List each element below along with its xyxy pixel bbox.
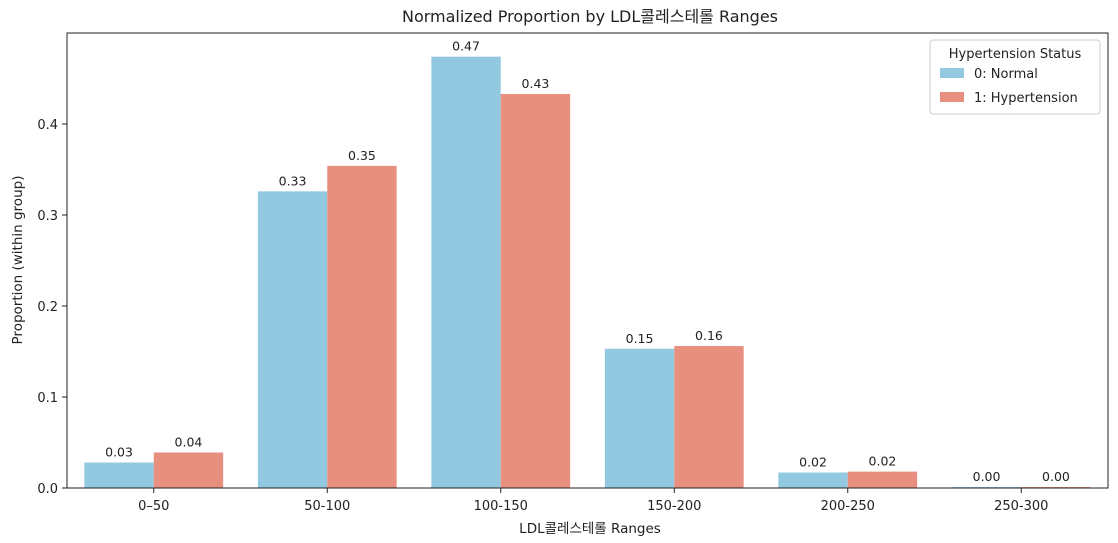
y-tick-label: 0.3 (37, 209, 58, 224)
bar-hypertension (153, 452, 224, 488)
legend-entry-hypertension: 1: Hypertension (974, 91, 1078, 106)
x-tick-label: 250-300 (994, 499, 1048, 514)
legend-swatch-normal (940, 68, 964, 78)
bar-normal (431, 56, 501, 488)
plot-frame (66, 32, 1109, 489)
bar-value-label: 0.00 (973, 469, 1001, 484)
bar-hypertension (847, 471, 918, 488)
chart-title: Normalized Proportion by LDL콜레스테롤 Ranges (402, 7, 778, 26)
axes-layer: 0–50 50-100 100-150 150-200 200-250 250-300 0.… (37, 32, 1109, 514)
y-tick-label: 0.2 (37, 300, 58, 315)
bar-value-label: 0.15 (626, 331, 654, 346)
bar-value-label: 0.03 (105, 445, 133, 460)
x-tick-label: 100-150 (474, 499, 528, 514)
legend-swatch-hypertension (940, 92, 964, 102)
bar-value-label: 0.33 (279, 173, 307, 188)
x-axis-label: LDL콜레스테롤 Ranges (519, 521, 661, 537)
bars-layer: 0.03 0.04 0.33 0.35 0.47 0.43 0.15 0.16 0.02 0.02… (84, 39, 1091, 489)
legend-title: Hypertension Status (949, 47, 1082, 62)
x-tick-label: 150-200 (647, 499, 701, 514)
y-tick-label: 0.4 (37, 118, 58, 133)
bar-value-label: 0.02 (799, 455, 827, 470)
y-tick-label: 0.1 (37, 391, 58, 406)
bar-value-label: 0.35 (348, 148, 376, 163)
bar-normal (778, 472, 848, 488)
bar-value-label: 0.47 (452, 39, 480, 54)
bar-hypertension (327, 165, 397, 489)
legend-entry-normal: 0: Normal (974, 67, 1038, 82)
x-tick-label: 200-250 (821, 499, 875, 514)
bar-hypertension (674, 346, 744, 488)
bar-value-label: 0.02 (869, 454, 897, 469)
bar-normal (604, 348, 675, 488)
bar-value-label: 0.43 (522, 76, 550, 91)
bar-value-label: 0.16 (695, 328, 723, 343)
y-axis-label: Proportion (within group) (10, 176, 26, 345)
x-tick-label: 50-100 (304, 499, 350, 514)
bar-normal (257, 191, 328, 488)
legend-frame (929, 39, 1101, 115)
legend: Hypertension Status 0: Normal 1: Hyperte… (929, 39, 1101, 115)
x-tick-label: 0–50 (138, 499, 169, 514)
bar-hypertension (500, 93, 571, 488)
y-tick-label: 0.0 (37, 482, 58, 497)
bar-value-label: 0.00 (1042, 469, 1070, 484)
bar-value-label: 0.04 (175, 435, 203, 450)
bar-normal (84, 462, 154, 488)
